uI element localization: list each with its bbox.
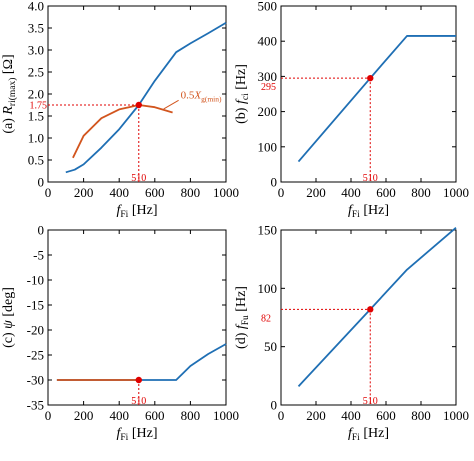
y-tick-label: -5 bbox=[33, 248, 44, 263]
marker-point bbox=[367, 306, 374, 313]
x-tick-label: 0 bbox=[45, 408, 52, 423]
x-tick-label: 1000 bbox=[443, 185, 469, 200]
y-tick-label: 150 bbox=[258, 223, 278, 238]
series-line-1 bbox=[297, 35, 456, 163]
series-line-1 bbox=[56, 343, 227, 381]
y-tick-label: 1.0 bbox=[28, 131, 44, 146]
y-tick-label: 0 bbox=[271, 398, 278, 413]
y-axis-label: (a) Rri(max) [Ω] bbox=[1, 54, 18, 133]
x-tick-label: 600 bbox=[145, 408, 165, 423]
x-tick-label: 0 bbox=[278, 185, 285, 200]
marker-point bbox=[135, 376, 142, 384]
y-tick-label: 50 bbox=[264, 339, 277, 354]
marker-point bbox=[367, 74, 374, 82]
y-tick-label: 0.5 bbox=[28, 153, 44, 168]
x-tick-label: 400 bbox=[341, 185, 361, 200]
x-tick-label: 400 bbox=[341, 408, 361, 423]
x-tick-label: 200 bbox=[306, 185, 326, 200]
x-tick-label: 800 bbox=[411, 408, 431, 423]
x-axis-label: fFi [Hz] bbox=[348, 203, 389, 220]
plot-frame bbox=[280, 5, 457, 183]
y-tick-label: 400 bbox=[258, 34, 278, 49]
x-tick-label: 800 bbox=[181, 408, 201, 423]
x-tick-label: 1000 bbox=[213, 408, 239, 423]
marker-x-value-label: 510 bbox=[131, 396, 146, 407]
plot-frame bbox=[280, 229, 457, 406]
y-tick-label: -20 bbox=[27, 323, 44, 338]
x-tick-label: 600 bbox=[145, 185, 165, 200]
y-tick-label: 200 bbox=[258, 104, 278, 119]
chart-panel-c: 0 200 400 600 800 1000 0 -5 -10 -15 -20 -25 -30 -35 fF… bbox=[1, 223, 239, 444]
y-tick-label: 0 bbox=[38, 223, 45, 238]
y-tick-label: 300 bbox=[258, 69, 278, 84]
y-tick-label: 3.5 bbox=[28, 21, 44, 36]
y-tick-label: -35 bbox=[27, 398, 44, 413]
series-line-1 bbox=[297, 226, 457, 387]
x-tick-label: 800 bbox=[411, 185, 431, 200]
series-line-2 bbox=[72, 104, 173, 159]
y-tick-label: 500 bbox=[258, 0, 278, 14]
y-tick-label: 100 bbox=[258, 281, 278, 296]
y-tick-label: 0 bbox=[38, 175, 45, 190]
x-axis-label: fFi [Hz] bbox=[117, 203, 158, 220]
chart-panel-d: 0 200 400 600 800 1000 0 50 100 150 fFi [Hz] (d) fF… bbox=[234, 223, 469, 444]
y-tick-label: -25 bbox=[27, 348, 44, 363]
x-tick-label: 0 bbox=[45, 185, 52, 200]
y-tick-label: 0 bbox=[271, 175, 278, 190]
series-annotation-leader bbox=[163, 99, 179, 110]
x-tick-label: 800 bbox=[181, 185, 201, 200]
x-tick-label: 400 bbox=[109, 185, 129, 200]
y-axis-label: (b) fci [Hz] bbox=[234, 64, 251, 124]
x-tick-label: 200 bbox=[74, 185, 94, 200]
marker-x-value-label: 510 bbox=[363, 173, 378, 184]
y-tick-label: -30 bbox=[27, 373, 44, 388]
x-axis-label: fFi [Hz] bbox=[117, 426, 158, 443]
x-tick-label: 1000 bbox=[443, 408, 469, 423]
x-tick-label: 1000 bbox=[213, 185, 239, 200]
x-tick-label: 0 bbox=[278, 408, 285, 423]
y-tick-label: 3.0 bbox=[28, 43, 44, 58]
marker-y-value-label: 295 bbox=[261, 82, 276, 93]
x-axis-label: fFi [Hz] bbox=[348, 426, 389, 443]
y-tick-label: 4.0 bbox=[28, 0, 44, 14]
x-tick-label: 600 bbox=[376, 185, 396, 200]
chart-panel-a: 0 200 400 600 800 1000 0 0.5 1.0 1.5 2.0 2.5 3.0 3.5 4… bbox=[1, 0, 239, 220]
marker-x-value-label: 510 bbox=[131, 173, 146, 184]
marker-point bbox=[135, 101, 142, 109]
y-tick-label: 2.0 bbox=[28, 87, 44, 102]
y-tick-label: -10 bbox=[27, 273, 44, 288]
x-tick-label: 600 bbox=[376, 408, 396, 423]
y-tick-label: 1.5 bbox=[28, 109, 44, 124]
x-tick-label: 400 bbox=[109, 408, 129, 423]
series-annotation-label: 0.5Xg(min) bbox=[181, 89, 222, 103]
marker-y-value-label: 1.75 bbox=[30, 101, 48, 112]
marker-x-value-label: 510 bbox=[363, 396, 378, 407]
marker-y-value-label: 82 bbox=[261, 313, 271, 324]
y-tick-label: -15 bbox=[27, 298, 44, 313]
y-axis-label: (d) fFu [Hz] bbox=[234, 286, 251, 349]
x-tick-label: 200 bbox=[74, 408, 94, 423]
plot-frame bbox=[47, 229, 227, 406]
y-tick-label: 100 bbox=[258, 139, 278, 154]
x-tick-label: 200 bbox=[306, 408, 326, 423]
y-tick-label: 2.5 bbox=[28, 65, 44, 80]
y-axis-label: (c) ψ [deg] bbox=[1, 287, 16, 348]
chart-panel-b: 0 200 400 600 800 1000 0 100 200 300 400 500 fFi [Hz… bbox=[234, 0, 469, 220]
